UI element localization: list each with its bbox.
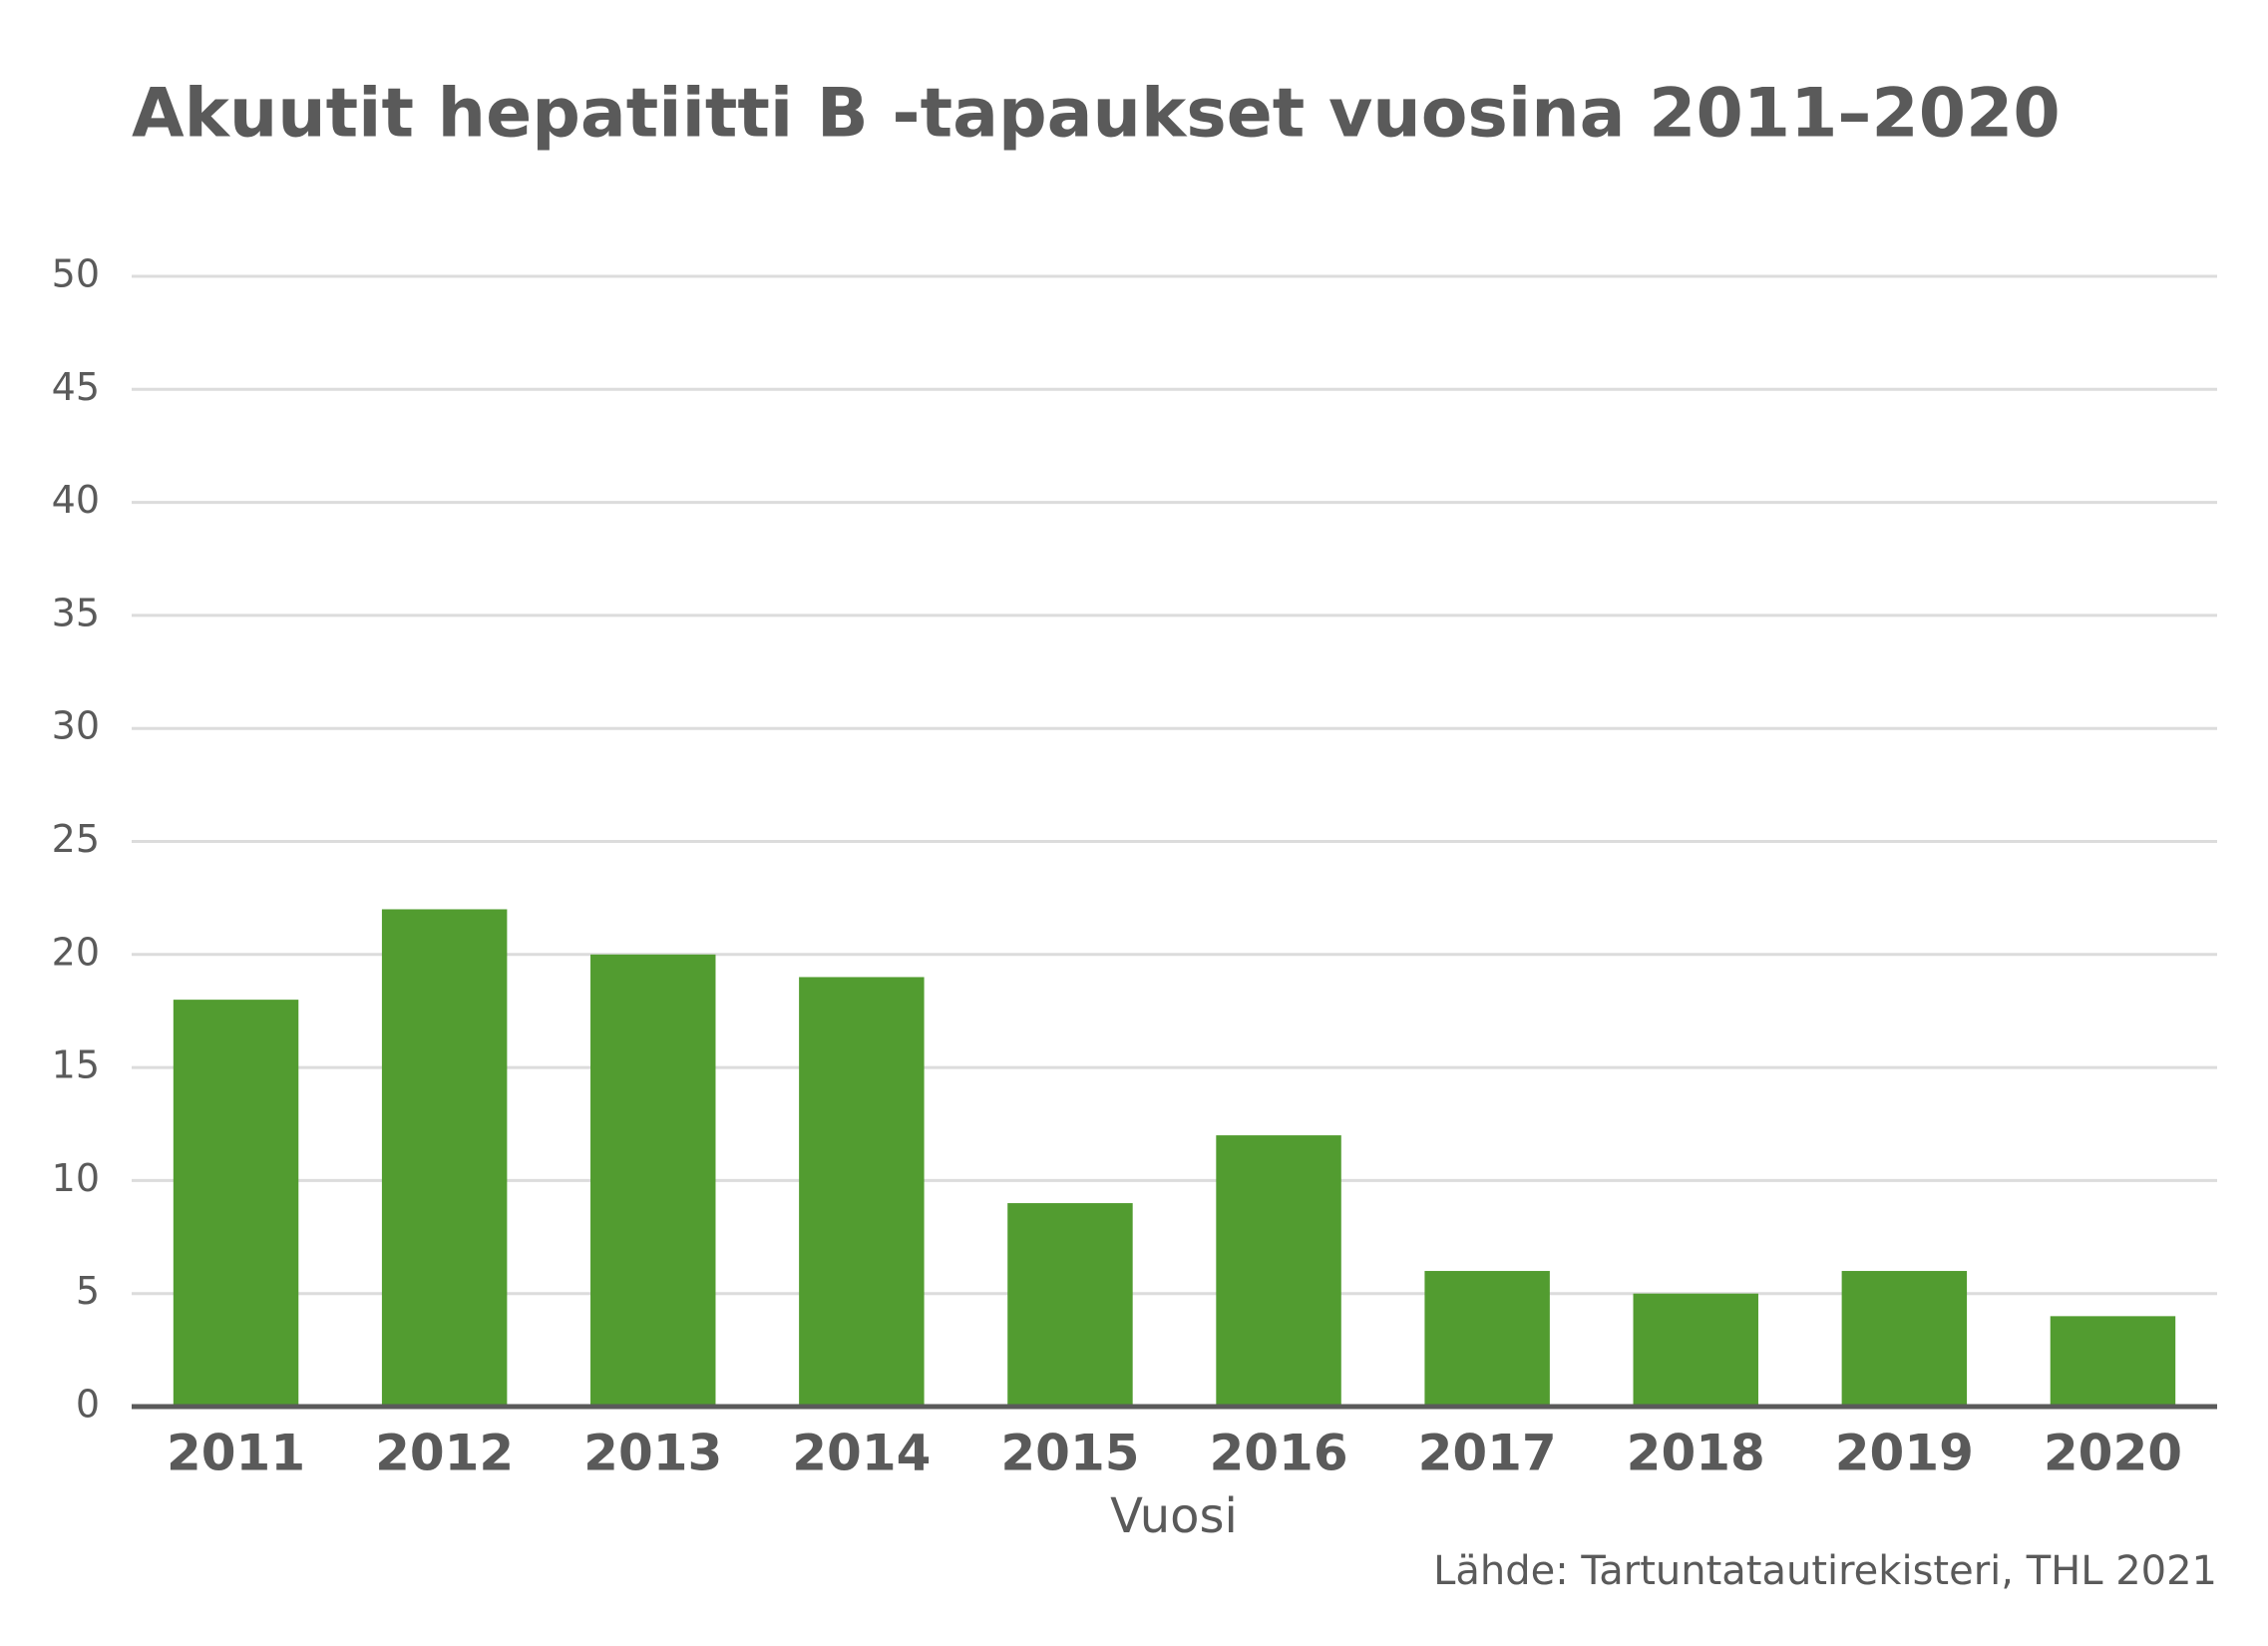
x-tick-label: 2013 [583, 1425, 722, 1482]
y-tick-label: 10 [52, 1156, 100, 1200]
chart-title: Akuutit hepatiitti B -tapaukset vuosina … [132, 75, 2061, 154]
bar [173, 1000, 299, 1407]
bar [2050, 1316, 2176, 1407]
x-tick-label: 2011 [167, 1425, 305, 1482]
bar [590, 954, 716, 1407]
y-tick-label: 50 [52, 252, 100, 296]
bar [1216, 1135, 1341, 1407]
x-axis-label: Vuosi [1110, 1488, 1238, 1544]
bar [1841, 1271, 1968, 1407]
y-tick-label: 20 [52, 930, 100, 974]
y-tick-label: 35 [52, 591, 100, 634]
bar [1633, 1293, 1758, 1407]
bar [381, 909, 508, 1407]
x-tick-label: 2018 [1627, 1425, 1765, 1482]
bar [799, 977, 925, 1407]
y-tick-label: 40 [52, 478, 100, 522]
x-tick-label: 2014 [792, 1425, 931, 1482]
bar [1424, 1271, 1550, 1407]
x-tick-label: 2020 [2044, 1425, 2182, 1482]
x-tick-label: 2016 [1209, 1425, 1347, 1482]
y-tick-label: 0 [76, 1383, 100, 1427]
y-tick-label: 5 [76, 1269, 100, 1313]
x-tick-label: 2017 [1418, 1425, 1557, 1482]
x-tick-label: 2015 [1000, 1425, 1139, 1482]
x-tick-label: 2012 [375, 1425, 514, 1482]
bar [1007, 1203, 1133, 1407]
y-tick-label: 30 [52, 704, 100, 748]
y-tick-label: 25 [52, 817, 100, 861]
source-note: Lähde: Tartuntatautirekisteri, THL 2021 [1433, 1548, 2217, 1594]
x-tick-label: 2019 [1835, 1425, 1974, 1482]
y-tick-label: 45 [52, 365, 100, 409]
y-tick-label: 15 [52, 1043, 100, 1087]
